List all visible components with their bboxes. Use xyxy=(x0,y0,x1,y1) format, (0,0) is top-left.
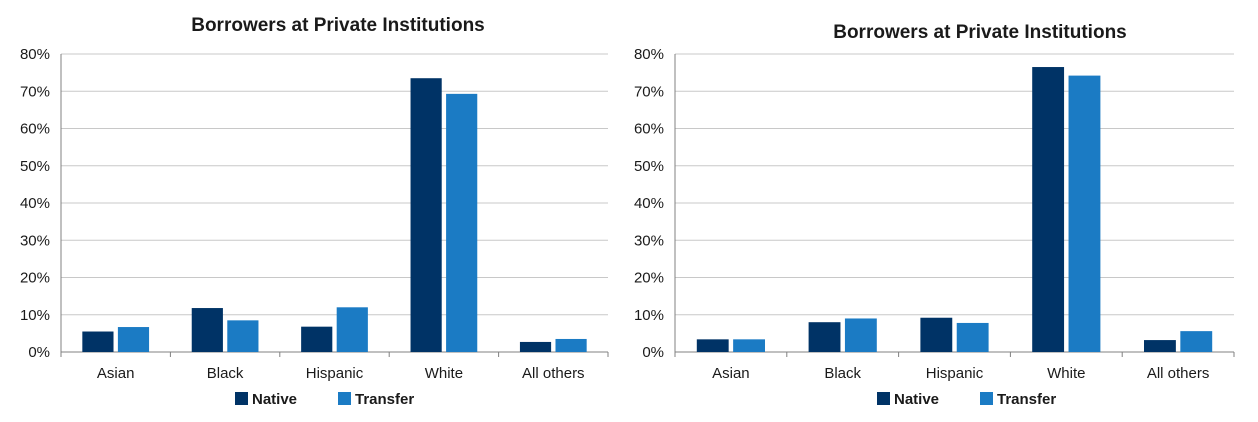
bar-native-hispanic xyxy=(920,317,953,352)
x-tick-label-white: White xyxy=(425,365,463,382)
y-tick-label: 0% xyxy=(28,344,50,361)
bar-transfer-white xyxy=(446,93,478,353)
legend: Native Transfer xyxy=(235,391,414,408)
legend-swatch-native xyxy=(877,392,890,405)
x-tick-label-black: Black xyxy=(207,365,244,382)
x-axis: Asian Black Hispanic White All others xyxy=(712,365,1209,382)
chart-left-svg: Borrowers at Private Institutions 0% 10% 2… xyxy=(20,15,609,408)
bar-transfer-hispanic xyxy=(336,307,368,352)
x-tick-label-white: White xyxy=(1047,365,1085,382)
legend-label-native: Native xyxy=(252,391,297,408)
bar-native-asian xyxy=(696,339,729,352)
y-tick-label: 30% xyxy=(20,232,50,249)
y-tick-label: 30% xyxy=(634,232,664,249)
y-tick-label: 10% xyxy=(20,307,50,324)
x-tick-label-asian: Asian xyxy=(712,365,750,382)
bar-transfer-black xyxy=(844,318,877,352)
bars xyxy=(696,67,1213,352)
bar-native-all-others xyxy=(1144,340,1176,352)
bars xyxy=(82,78,587,353)
y-axis: 0% 10% 20% 30% 40% 50% 60% 70% 80% xyxy=(20,46,50,361)
bar-transfer-black xyxy=(227,320,259,352)
legend: Native Transfer xyxy=(877,391,1056,408)
y-tick-label: 60% xyxy=(20,121,50,138)
y-tick-label: 0% xyxy=(642,344,664,361)
x-tick-label-asian: Asian xyxy=(97,365,135,382)
y-axis: 0% 10% 20% 30% 40% 50% 60% 70% 80% xyxy=(634,46,664,361)
bar-native-white xyxy=(410,78,442,353)
grid xyxy=(60,53,609,357)
x-tick-label-hispanic: Hispanic xyxy=(306,365,364,382)
y-tick-label: 10% xyxy=(634,307,664,324)
legend-swatch-transfer xyxy=(338,392,351,405)
y-tick-label: 20% xyxy=(634,270,664,287)
legend-label-native: Native xyxy=(894,391,939,408)
y-tick-label: 50% xyxy=(634,158,664,175)
bar-native-black xyxy=(808,322,841,352)
y-tick-label: 50% xyxy=(20,158,50,175)
y-tick-label: 20% xyxy=(20,270,50,287)
bar-native-black xyxy=(191,308,223,352)
bar-transfer-asian xyxy=(733,339,765,352)
bar-native-white xyxy=(1032,67,1065,352)
chart-title: Borrowers at Private Institutions xyxy=(191,15,485,36)
bar-native-asian xyxy=(82,331,114,352)
y-tick-label: 40% xyxy=(20,195,50,212)
y-tick-label: 70% xyxy=(20,83,50,100)
legend-swatch-native xyxy=(235,392,248,405)
bar-transfer-white xyxy=(1068,75,1101,352)
legend-label-transfer: Transfer xyxy=(997,391,1056,408)
chart-left: Borrowers at Private Institutions 0% 10% 2… xyxy=(20,15,609,408)
bar-transfer-all-others xyxy=(555,338,587,352)
y-tick-label: 80% xyxy=(20,46,50,63)
y-tick-label: 80% xyxy=(634,46,664,63)
y-tick-label: 40% xyxy=(634,195,664,212)
x-tick-label-all-others: All others xyxy=(522,365,585,382)
x-tick-label-all-others: All others xyxy=(1147,365,1210,382)
bar-native-hispanic xyxy=(301,326,333,352)
grid xyxy=(674,53,1235,357)
x-tick-label-hispanic: Hispanic xyxy=(926,365,984,382)
bar-transfer-asian xyxy=(117,327,150,352)
y-tick-label: 70% xyxy=(634,83,664,100)
chart-right: Borrowers at Private Institutions 0% 10% 2… xyxy=(629,0,1258,422)
legend-swatch-transfer xyxy=(980,392,993,405)
bar-native-all-others xyxy=(519,341,552,352)
chart-title: Borrowers at Private Institutions xyxy=(833,22,1127,43)
chart-right-svg: Borrowers at Private Institutions 0% 10% 2… xyxy=(634,22,1235,408)
legend-label-transfer: Transfer xyxy=(355,391,414,408)
x-axis: Asian Black Hispanic White All others xyxy=(97,365,585,382)
x-tick-label-black: Black xyxy=(824,365,861,382)
bar-transfer-all-others xyxy=(1180,331,1213,352)
y-tick-label: 60% xyxy=(634,121,664,138)
bar-transfer-hispanic xyxy=(956,322,989,352)
